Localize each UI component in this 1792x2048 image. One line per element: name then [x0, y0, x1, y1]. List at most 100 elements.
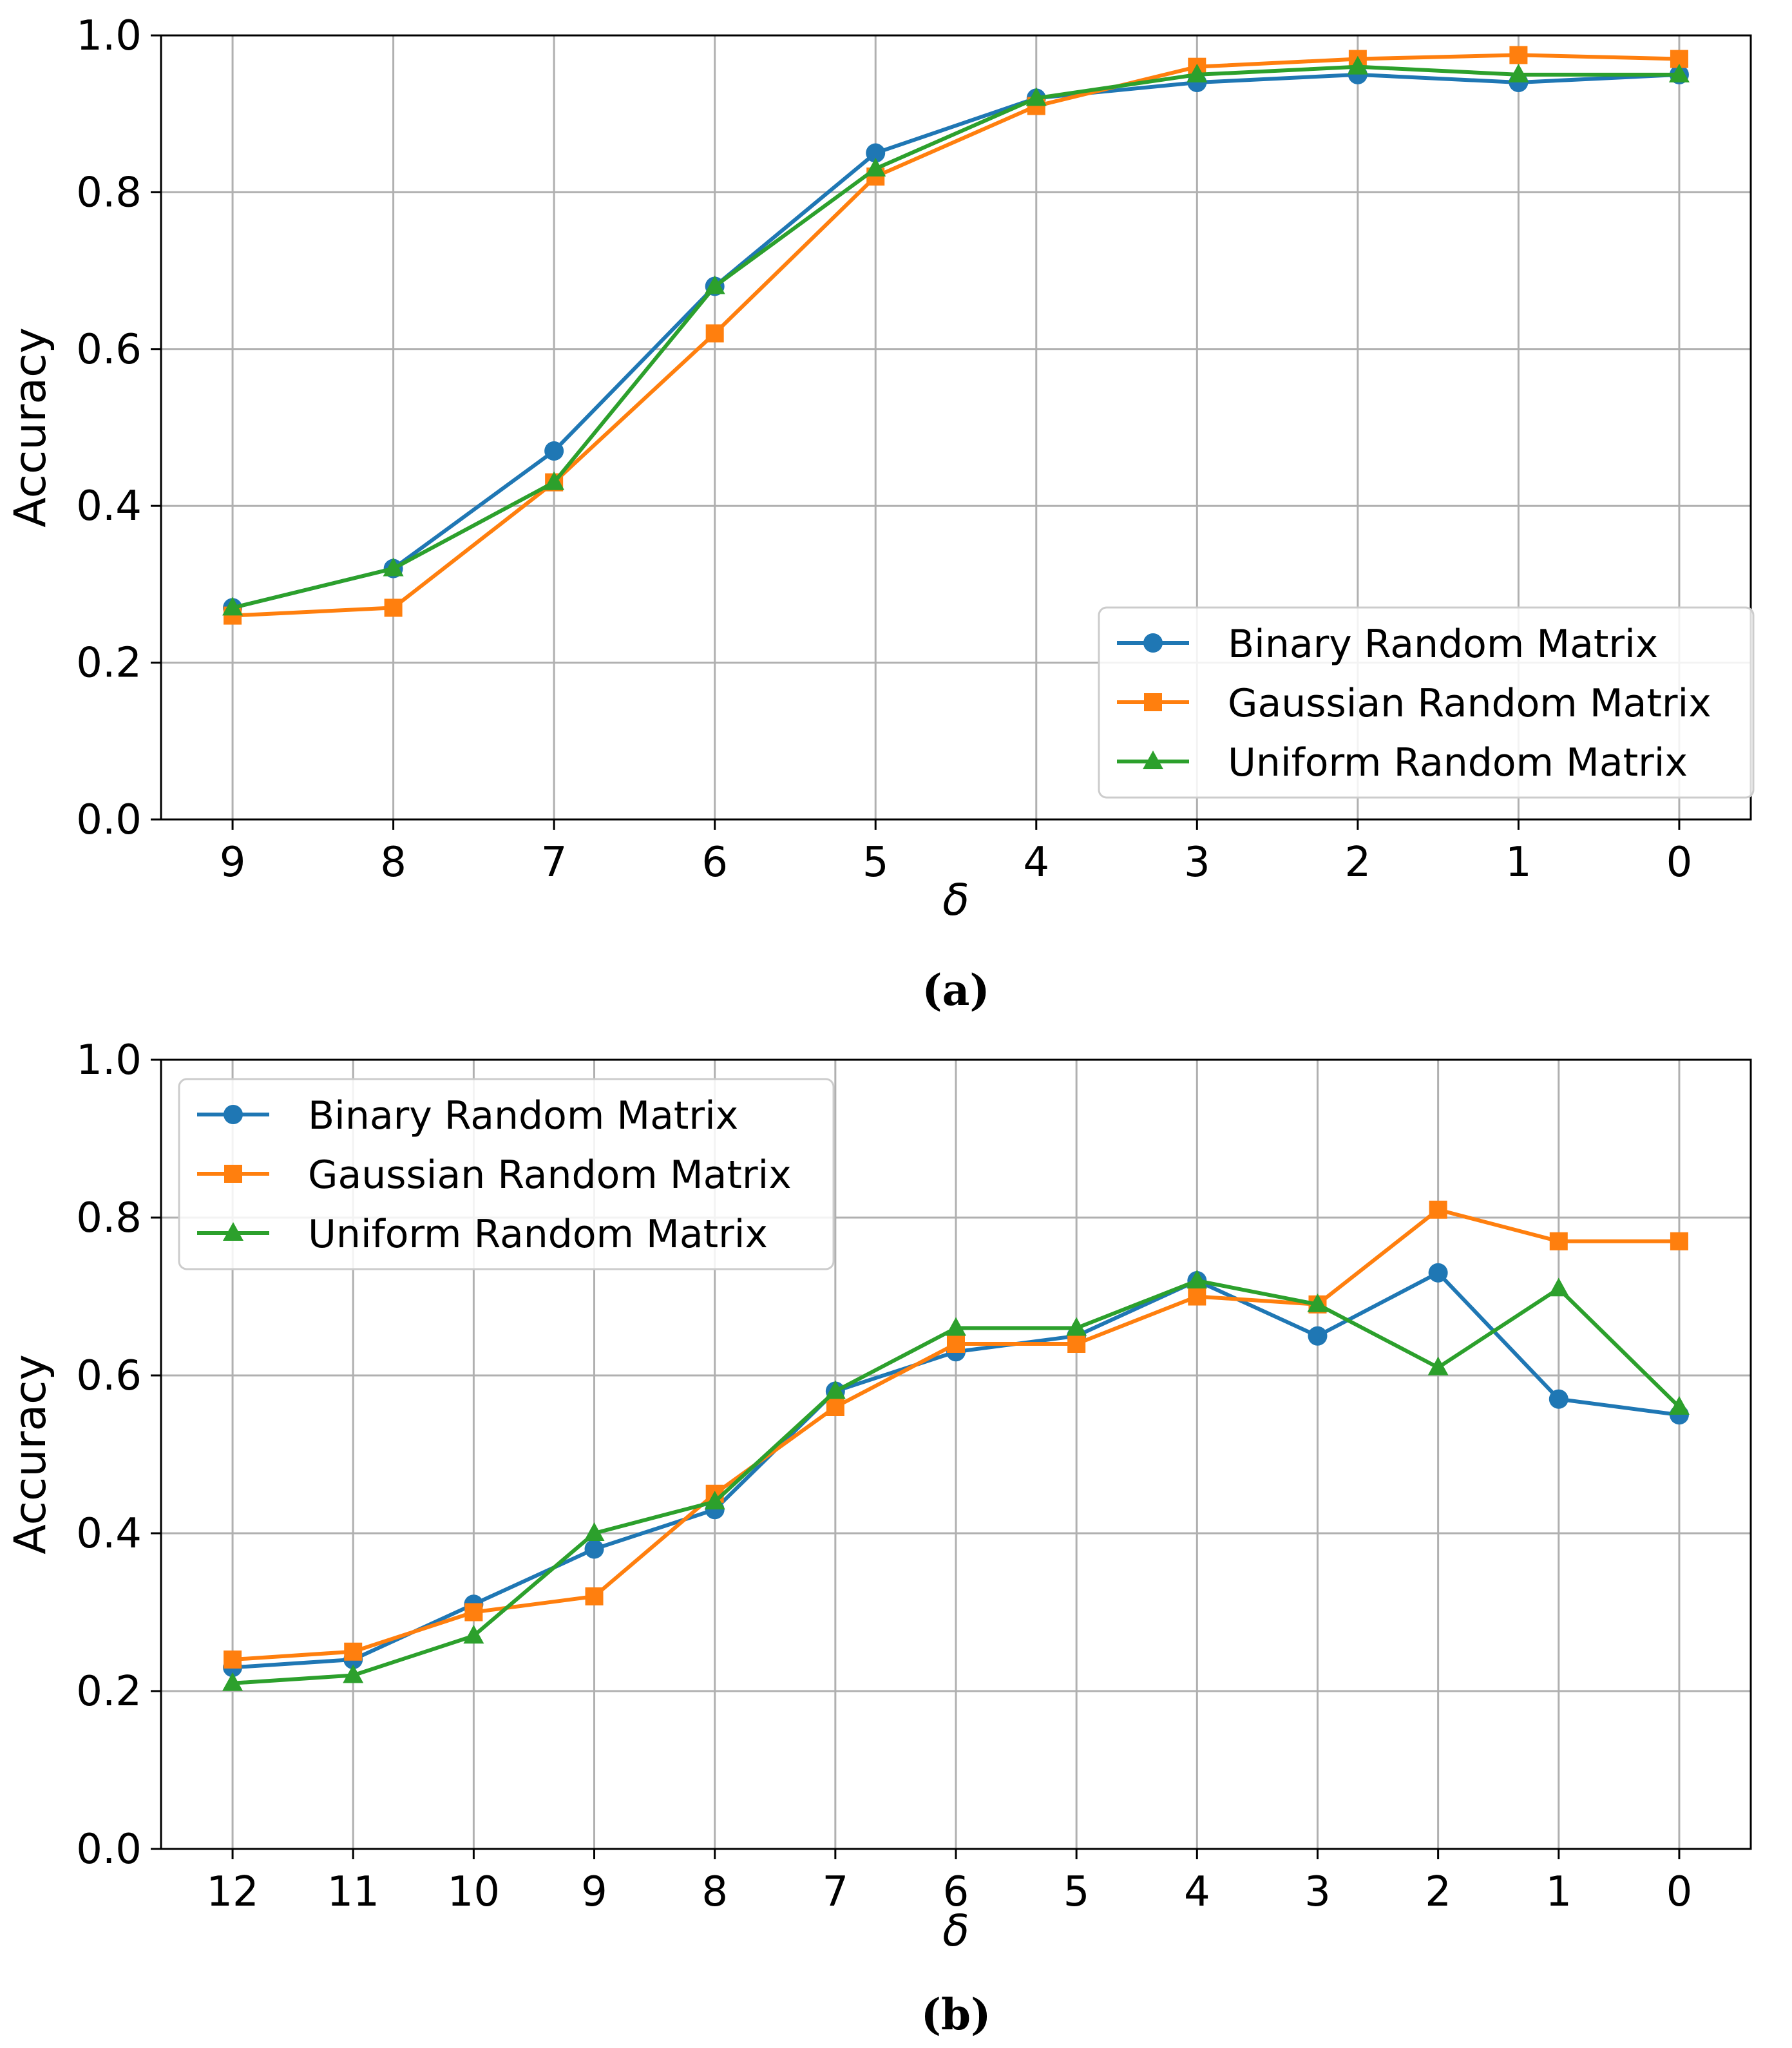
- data-point: [1347, 55, 1368, 75]
- x-tick-label: 1: [1505, 839, 1532, 886]
- legend-entry: Binary Random Matrix: [197, 1093, 738, 1138]
- legend-entry: Uniform Random Matrix: [197, 1212, 768, 1257]
- legend-entry: Binary Random Matrix: [1117, 622, 1658, 667]
- x-axis-label: δ: [942, 1906, 969, 1957]
- x-tick-label: 5: [863, 839, 889, 886]
- chart-a: 9 8 7 6 5 4 3 2 1 0 0.0 0.2 0.4 0.6 0.8 1.0 δ Accuracy Bin…: [5, 12, 1755, 1015]
- data-point: [1188, 1287, 1206, 1306]
- series-line: [232, 64, 1679, 610]
- data-point: [584, 1539, 604, 1559]
- x-tick-label: 6: [701, 839, 728, 886]
- data-point: [1508, 63, 1529, 82]
- series-line: [232, 53, 1680, 618]
- x-axis-label: δ: [942, 875, 969, 926]
- data-point: [384, 598, 403, 617]
- y-tick-label: 1.0: [76, 1037, 142, 1084]
- legend-entry: Uniform Random Matrix: [1117, 740, 1688, 785]
- x-tick-label: 7: [541, 839, 567, 886]
- chart-b: 12 11 10 9 8 7 6 5 4 3 2 1 00.00.20.40.60.81.0δAccur…: [5, 1037, 1752, 2040]
- data-point: [826, 1398, 844, 1416]
- chart-caption: (b): [921, 1989, 991, 2040]
- data-point: [866, 143, 886, 163]
- data-point: [865, 157, 886, 177]
- data-point: [1187, 63, 1208, 82]
- y-tick-label: 1.0: [76, 12, 142, 60]
- data-point: [584, 1522, 605, 1541]
- legend-label: Binary Random Matrix: [308, 1093, 738, 1138]
- data-point: [344, 1642, 363, 1661]
- data-point: [1668, 1396, 1690, 1415]
- data-point: [704, 1491, 725, 1509]
- data-point: [1668, 63, 1690, 82]
- series-uniform-random-matrix: [222, 1270, 1690, 1691]
- data-point: [585, 1587, 604, 1605]
- series-line: [232, 72, 1680, 610]
- legend-marker: [223, 1222, 243, 1241]
- y-axis: 0.0 0.2 0.4 0.6 0.8 1.0: [76, 1037, 161, 1873]
- legend-label: Gaussian Random Matrix: [1228, 681, 1711, 726]
- data-point: [1548, 1278, 1569, 1297]
- y-tick-label: 0.4: [76, 1510, 142, 1558]
- x-tick-label: 8: [701, 1868, 728, 1916]
- x-tick-label: 9: [220, 839, 246, 886]
- y-tick-label: 0.8: [76, 169, 142, 216]
- x-tick-label: 0: [1666, 839, 1693, 886]
- y-tick-label: 0.8: [76, 1194, 142, 1242]
- legend-marker: [224, 1165, 242, 1183]
- data-point: [825, 1380, 846, 1399]
- data-point: [1549, 1389, 1568, 1409]
- y-axis-label: Accuracy: [5, 1354, 56, 1554]
- x-tick-label: 3: [1184, 839, 1210, 886]
- x-tick-label: 3: [1304, 1868, 1331, 1916]
- x-tick-label: 9: [581, 1868, 607, 1916]
- x-axis: 9 8 7 6 5 4 3 2 1 0: [220, 819, 1693, 886]
- plot-frame: [160, 34, 1752, 821]
- x-tick-label: 0: [1666, 1868, 1693, 1916]
- y-tick-label: 0.0: [76, 796, 142, 844]
- legend-label: Binary Random Matrix: [1228, 622, 1658, 667]
- series-binary-random-matrix: [223, 64, 1689, 618]
- chart-caption: (a): [922, 965, 989, 1015]
- x-tick-label: 2: [1344, 839, 1371, 886]
- data-point: [343, 1664, 364, 1683]
- y-axis: 0.0 0.2 0.4 0.6 0.8 1.0: [76, 12, 161, 844]
- legend: Binary Random Matrix Gaussian Random Matr…: [1098, 606, 1755, 799]
- legend-entry: Gaussian Random Matrix: [197, 1153, 792, 1198]
- data-point: [704, 275, 725, 294]
- data-point: [1066, 1317, 1087, 1336]
- legend-box: [1098, 606, 1755, 799]
- legend-marker: [1143, 633, 1163, 653]
- y-tick-label: 0.0: [76, 1826, 142, 1873]
- y-tick-label: 0.6: [76, 1352, 142, 1400]
- data-point: [1427, 1356, 1449, 1375]
- x-tick-label: 1: [1545, 1868, 1572, 1916]
- data-point: [383, 557, 404, 577]
- x-tick-label: 7: [822, 1868, 848, 1916]
- legend-entry: Gaussian Random Matrix: [1117, 681, 1711, 726]
- legend-label: Uniform Random Matrix: [308, 1212, 768, 1257]
- x-tick-label: 6: [943, 1868, 969, 1916]
- data-point: [1067, 1335, 1086, 1353]
- data-point: [222, 1672, 243, 1691]
- data-point: [222, 597, 243, 616]
- legend-marker: [224, 1105, 243, 1124]
- data-point: [224, 1651, 242, 1669]
- legend-label: Uniform Random Matrix: [1228, 740, 1688, 785]
- data-point: [1670, 1232, 1688, 1250]
- x-tick-label: 11: [327, 1868, 379, 1916]
- data-point: [1025, 87, 1047, 106]
- data-point: [1549, 1232, 1568, 1250]
- data-point: [1187, 1270, 1208, 1288]
- y-tick-label: 0.2: [76, 640, 142, 687]
- data-point: [946, 1317, 966, 1336]
- x-tick-label: 12: [206, 1868, 258, 1916]
- legend-box: [178, 1078, 835, 1270]
- legend-marker: [1143, 751, 1163, 769]
- data-point: [463, 1625, 484, 1644]
- data-point: [464, 1603, 483, 1622]
- data-point: [705, 324, 724, 343]
- y-tick-label: 0.2: [76, 1668, 142, 1716]
- y-tick-label: 0.6: [76, 326, 142, 374]
- data-point: [544, 441, 564, 461]
